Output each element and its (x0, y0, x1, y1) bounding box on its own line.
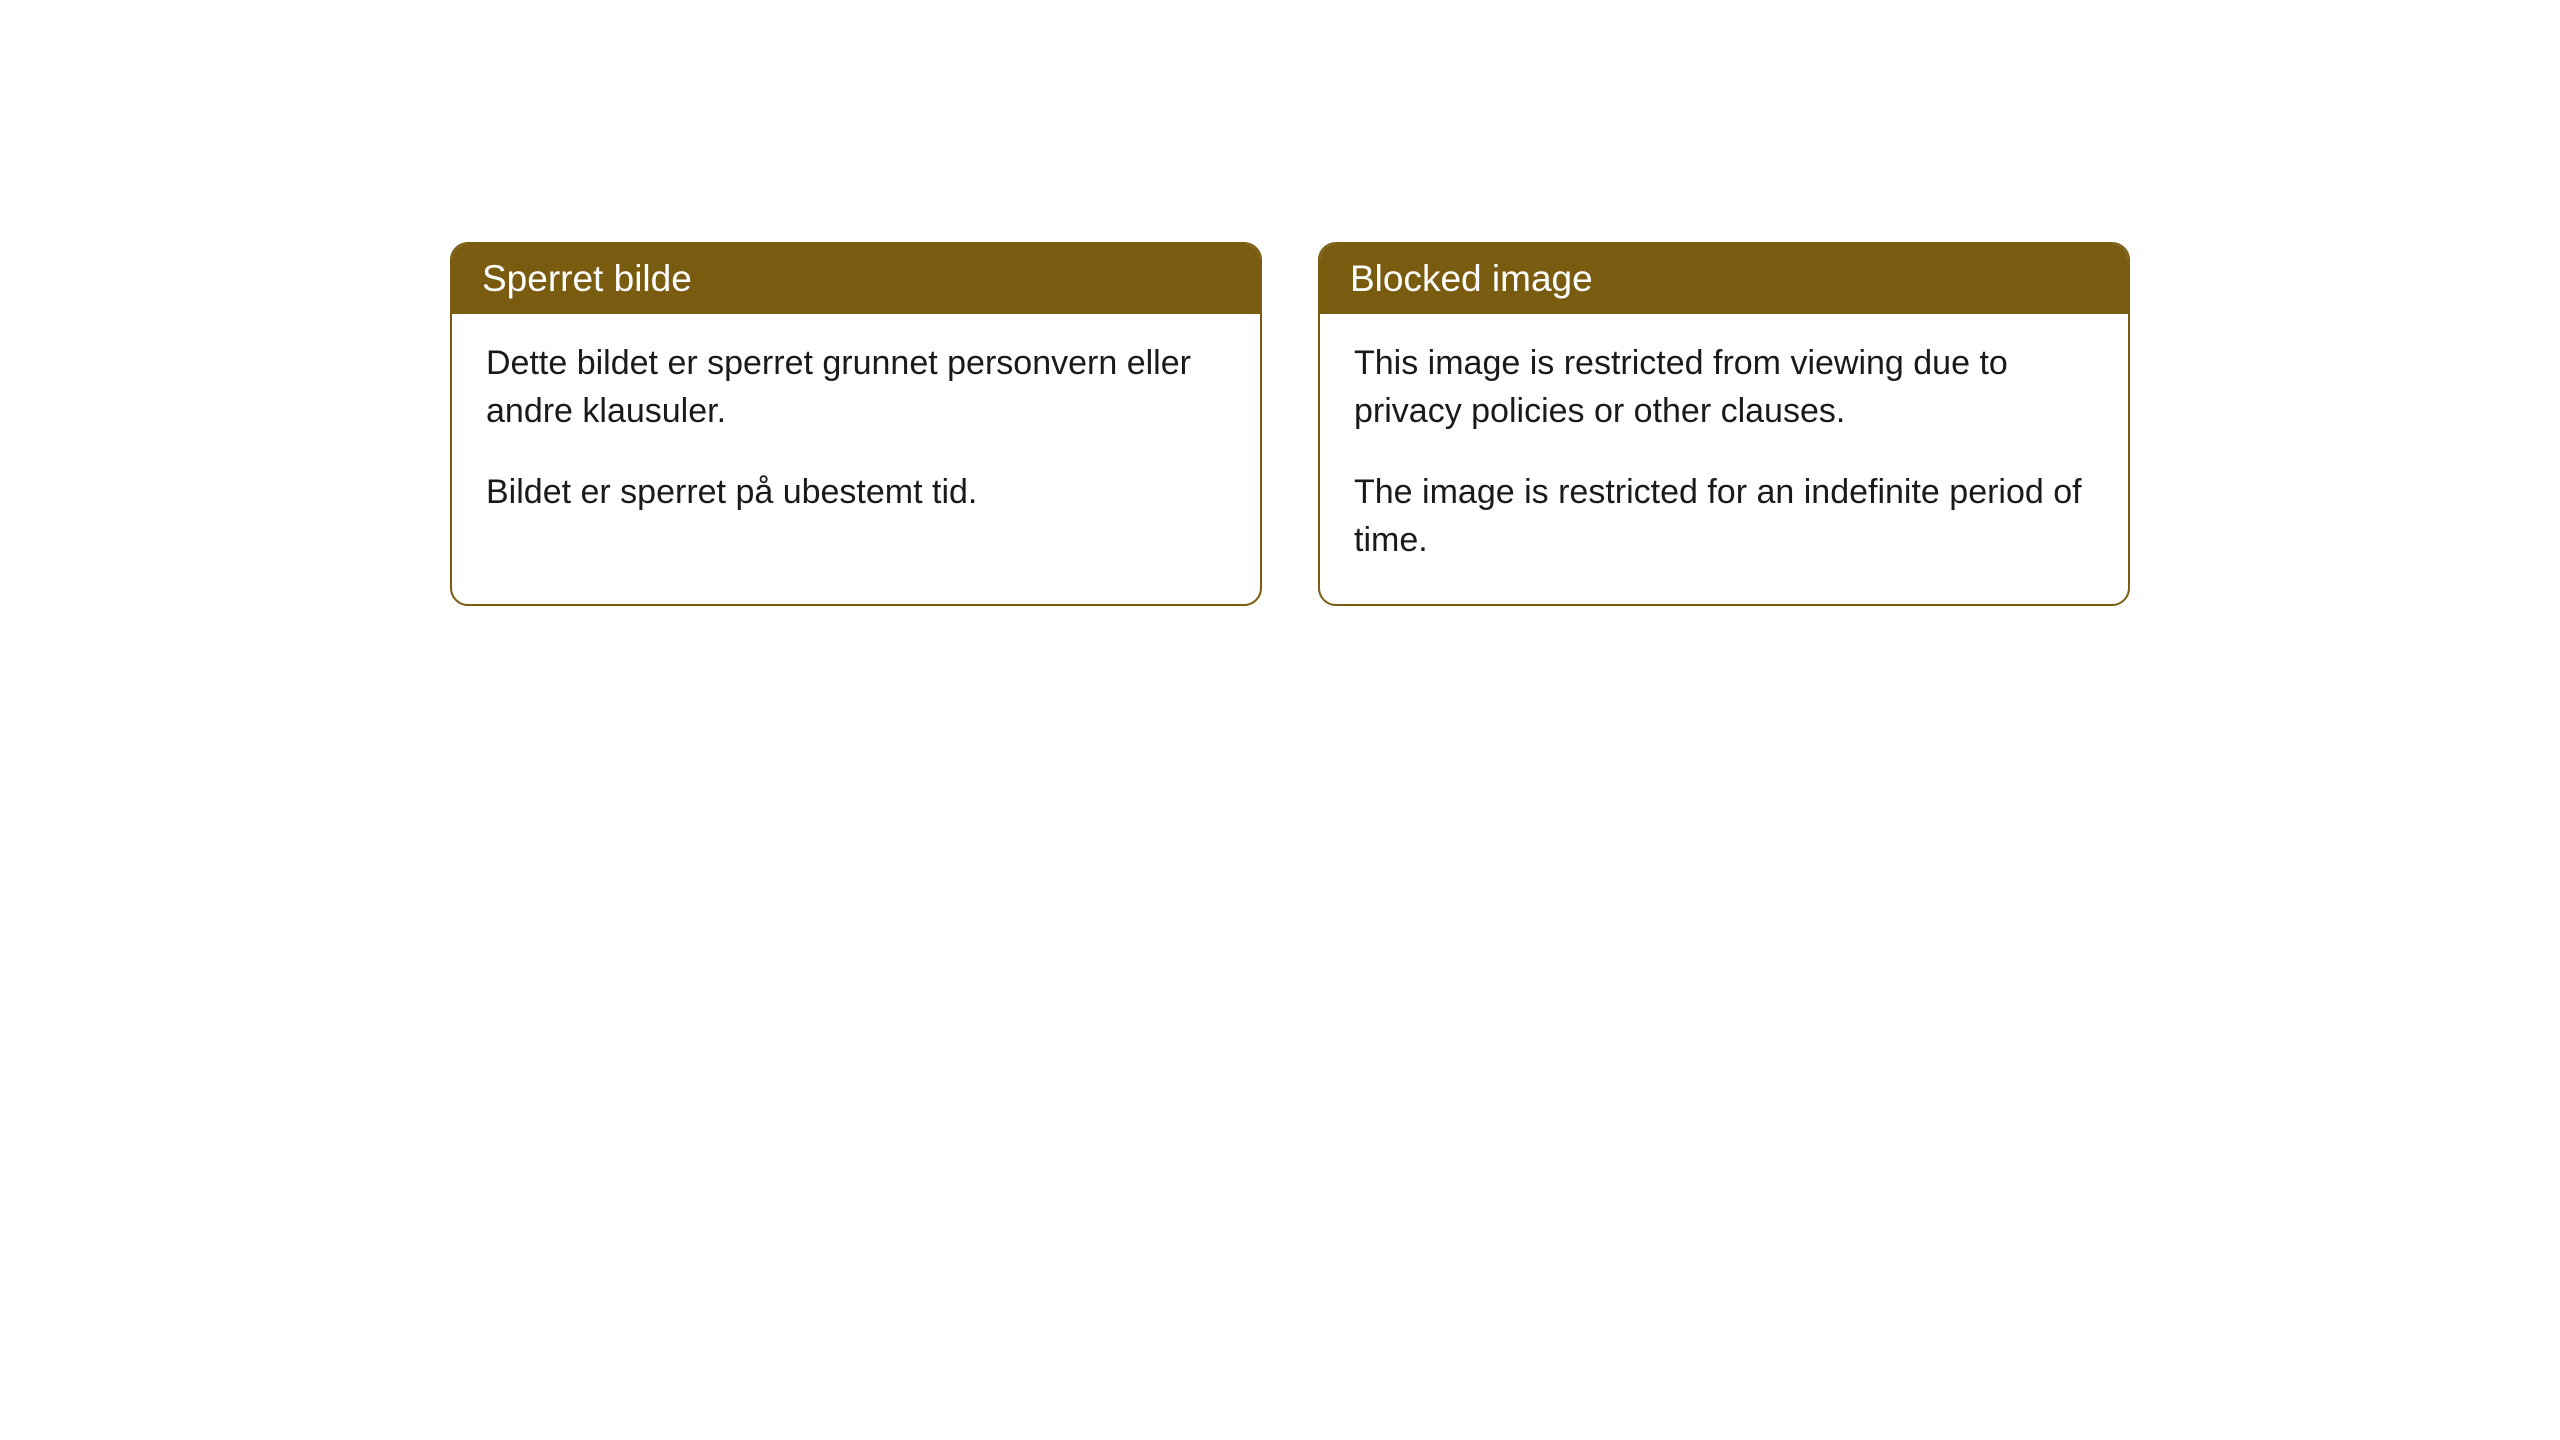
notice-header: Sperret bilde (452, 244, 1260, 314)
notice-body: This image is restricted from viewing du… (1320, 314, 2128, 604)
notice-title: Sperret bilde (482, 258, 692, 299)
notice-paragraph: Dette bildet er sperret grunnet personve… (486, 340, 1226, 435)
notice-box-norwegian: Sperret bilde Dette bildet er sperret gr… (450, 242, 1262, 606)
notice-paragraph: Bildet er sperret på ubestemt tid. (486, 469, 1226, 517)
notices-container: Sperret bilde Dette bildet er sperret gr… (450, 242, 2130, 606)
notice-title: Blocked image (1350, 258, 1593, 299)
notice-header: Blocked image (1320, 244, 2128, 314)
notice-box-english: Blocked image This image is restricted f… (1318, 242, 2130, 606)
notice-paragraph: The image is restricted for an indefinit… (1354, 469, 2094, 564)
notice-body: Dette bildet er sperret grunnet personve… (452, 314, 1260, 557)
notice-paragraph: This image is restricted from viewing du… (1354, 340, 2094, 435)
